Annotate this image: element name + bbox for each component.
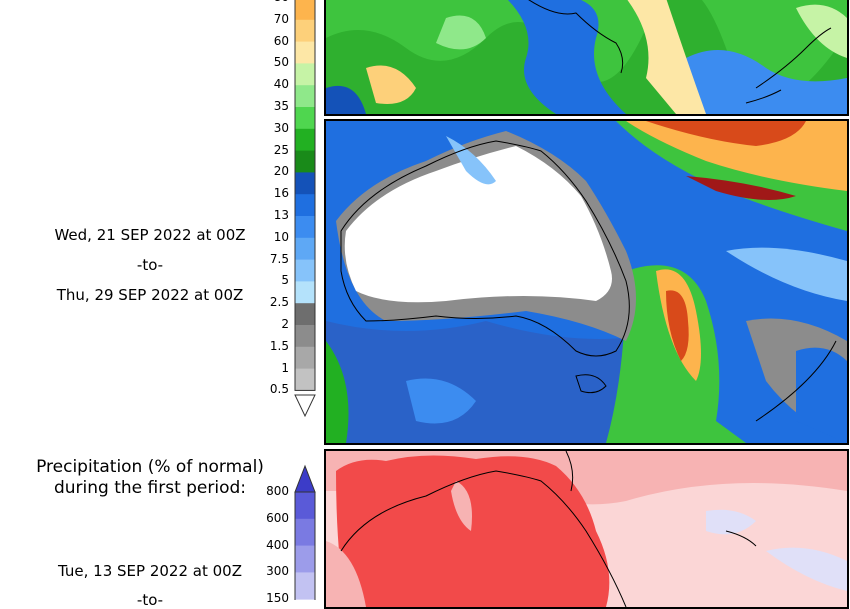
colorbar-tick-label: 50	[273, 55, 289, 70]
colorbar-swatch	[295, 41, 315, 64]
colorbar-swatch	[295, 572, 315, 600]
colorbar-swatch	[295, 107, 315, 130]
colorbar-tick-label: 20	[273, 164, 289, 179]
colorbar-tick-label: 0.5	[269, 382, 289, 397]
colorbar-swatch	[295, 259, 315, 282]
map-forecast-precip-top	[324, 0, 849, 116]
period-start-date: Wed, 21 SEP 2022 at 00Z	[54, 226, 246, 244]
colorbar-swatch	[295, 19, 315, 43]
map-percent-normal	[324, 449, 849, 609]
colorbar-swatch	[295, 281, 315, 304]
panel-title-line1: Precipitation (% of normal)	[36, 457, 264, 477]
colorbar-percent-normal	[294, 464, 316, 600]
colorbar-tick-label: 13	[273, 208, 289, 222]
colorbar-tick-label: 5	[281, 273, 289, 288]
colorbar-swatch	[295, 194, 315, 217]
colorbar-tick-label: 2	[281, 317, 289, 331]
panel-title-line2: during the first period:	[53, 478, 247, 498]
period-separator: -to-	[136, 256, 164, 274]
colorbar-swatch	[295, 172, 315, 195]
period2-separator: -to-	[136, 591, 164, 609]
colorbar-tick-label: 35	[273, 99, 289, 113]
colorbar-tick-label: 60	[273, 33, 289, 48]
colorbar-swatch	[295, 492, 315, 520]
colorbar-min-arrow	[294, 394, 316, 418]
panel-title-percent-normal: Precipitation (% of normal) during the f…	[0, 457, 300, 499]
colorbar-tick-label: 25	[273, 142, 289, 157]
colorbar-tick-label: 10	[273, 229, 289, 244]
colorbar-precip-amount	[294, 0, 316, 418]
colorbar-swatch	[295, 63, 315, 86]
colorbar-frame	[294, 491, 316, 600]
colorbar-swatch	[295, 0, 315, 21]
colorbar-tick-label: 400	[266, 537, 289, 552]
colorbar-swatch	[295, 545, 315, 573]
colorbar-swatch	[295, 237, 315, 261]
colorbar-max-arrow	[294, 464, 316, 493]
colorbar-swatch	[295, 325, 315, 348]
period-end-date: Thu, 29 SEP 2022 at 00Z	[56, 286, 244, 304]
colorbar-tick-label: 30	[273, 120, 289, 135]
colorbar-tick-label: 16	[273, 186, 289, 201]
colorbar-tick-label: 70	[273, 11, 289, 26]
colorbar-tick-label: 2.5	[269, 295, 289, 310]
colorbar-tick-label: 600	[266, 510, 289, 525]
colorbar-tick-label: 300	[266, 564, 289, 579]
colorbar-swatch	[295, 518, 315, 547]
period2-start-date: Tue, 13 SEP 2022 at 00Z	[58, 562, 242, 580]
colorbar-tick-label: 1.5	[269, 338, 289, 353]
colorbar-swatch	[295, 368, 315, 391]
map-forecast-precip-main	[324, 119, 849, 445]
colorbar-swatch	[295, 346, 315, 370]
colorbar-swatch	[295, 303, 315, 326]
colorbar-tick-label: 800	[266, 484, 289, 498]
colorbar-swatch	[295, 150, 315, 173]
colorbar-tick-label: 40	[273, 77, 289, 92]
colorbar-swatch	[295, 128, 315, 152]
colorbar-tick-label: 1	[281, 360, 289, 375]
colorbar-frame	[294, 0, 316, 391]
colorbar-tick-label: 7.5	[269, 251, 289, 266]
colorbar-swatch	[295, 85, 315, 108]
colorbar-swatch	[295, 216, 315, 239]
colorbar-tick-label: 80	[255, 0, 289, 4]
